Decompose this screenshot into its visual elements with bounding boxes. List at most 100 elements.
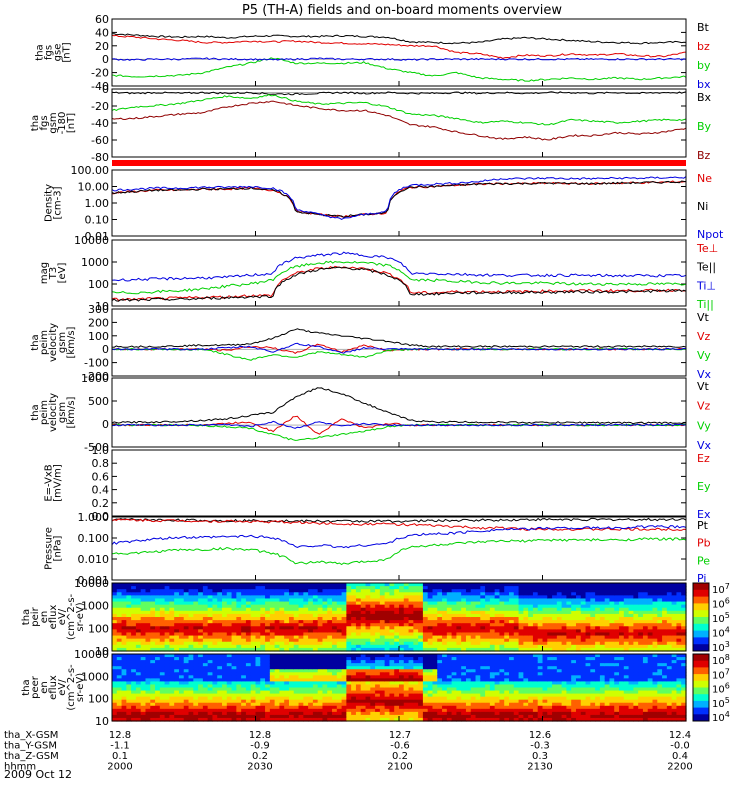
spectrogram-cell — [336, 675, 343, 679]
spectrogram-cell — [145, 632, 151, 637]
spectrogram-cell — [638, 589, 644, 593]
series-line-Te|| — [111, 266, 687, 302]
spectrogram-cell — [269, 681, 276, 686]
spectrogram-cell — [159, 669, 166, 673]
series-line-Vt — [111, 328, 687, 348]
spectrogram-cell — [308, 702, 314, 707]
y-axis-label: mag — [39, 262, 50, 284]
spectrogram-cell — [638, 583, 644, 587]
spectrogram-cell — [178, 617, 185, 621]
legend-entry: Ne — [697, 172, 712, 185]
spectrogram-cell — [322, 586, 328, 590]
spectrogram-cell — [552, 607, 558, 612]
spectrogram-cell — [198, 675, 204, 679]
spectrogram-cell — [241, 638, 247, 643]
spectrogram-cell — [360, 711, 367, 716]
spectrogram-cell — [599, 610, 606, 615]
spectrogram-cell — [365, 617, 371, 621]
spectrogram-cell — [537, 666, 544, 670]
spectrogram-cell — [528, 604, 534, 609]
spectrogram-cell — [231, 678, 237, 683]
spectrogram-cell — [241, 641, 247, 646]
spectrogram-cell — [217, 641, 223, 646]
spectrogram-cell — [265, 693, 271, 698]
spectrogram-cell — [265, 675, 271, 679]
spectrogram-cell — [346, 638, 352, 643]
spectrogram-cell — [451, 663, 457, 667]
spectrogram-cell — [317, 657, 324, 661]
spectrogram-cell — [183, 626, 190, 630]
spectrogram-cell — [595, 610, 601, 615]
spectrogram-cell — [432, 705, 438, 710]
spectrogram-cell — [207, 641, 214, 646]
spectrogram-cell — [298, 705, 304, 710]
spectrogram-cell — [312, 699, 319, 704]
spectrogram-cell — [255, 708, 261, 713]
spectrogram-cell — [542, 666, 548, 670]
spectrogram-cell — [403, 635, 410, 640]
spectrogram-cell — [465, 666, 472, 670]
spectrogram-cell — [140, 663, 147, 667]
spectrogram-cell — [513, 595, 520, 600]
spectrogram-cell — [293, 702, 300, 707]
spectrogram-cell — [676, 598, 682, 603]
spectrogram-cell — [666, 626, 673, 630]
spectrogram-cell — [671, 598, 678, 603]
spectrogram-cell — [140, 613, 147, 618]
panel-pressure: 1.0000.1000.0100.001Pressure[nPa]PtPbPeP… — [44, 511, 711, 587]
spectrogram-cell — [236, 714, 242, 719]
spectrogram-cell — [298, 583, 304, 587]
spectrogram-cell — [437, 657, 443, 661]
spectrogram-cell — [399, 660, 405, 664]
spectrogram-cell — [145, 647, 151, 652]
spectrogram-cell — [518, 635, 524, 640]
spectrogram-cell — [250, 617, 257, 621]
spectrogram-cell — [489, 620, 496, 624]
spectrogram-cell — [312, 684, 319, 689]
spectrogram-cell — [370, 592, 376, 596]
spectrogram-cell — [384, 613, 391, 618]
spectrogram-cell — [178, 604, 185, 609]
spectrogram-cell — [322, 693, 328, 698]
spectrogram-cell — [446, 601, 453, 606]
spectrogram-cell — [150, 714, 156, 719]
spectrogram-cell — [183, 613, 190, 618]
spectrogram-cell — [537, 638, 544, 643]
spectrogram-cell — [207, 693, 214, 698]
spectrogram-cell — [451, 693, 457, 698]
spectrogram-cell — [633, 613, 639, 618]
spectrogram-cell — [465, 705, 472, 710]
legend-entry: Pt — [697, 519, 709, 532]
spectrogram-cell — [571, 604, 577, 609]
spectrogram-cell — [131, 672, 137, 676]
spectrogram-cell — [284, 657, 290, 661]
spectrogram-cell — [341, 638, 347, 643]
spectrogram-cell — [131, 678, 137, 683]
spectrogram-cell — [442, 672, 448, 676]
spectrogram-cell — [413, 696, 419, 701]
spectrogram-cell — [217, 702, 223, 707]
spectrogram-cell — [628, 617, 634, 621]
spectrogram-cell — [260, 626, 266, 630]
spectrogram-cell — [355, 626, 362, 630]
spectrogram-cell — [351, 610, 357, 615]
spectrogram-cell — [341, 705, 347, 710]
spectrogram-cell — [619, 592, 625, 596]
spectrogram-cell — [494, 632, 501, 637]
spectrogram-cell — [169, 644, 175, 649]
spectrogram-cell — [580, 617, 587, 621]
spectrogram-cell — [408, 632, 414, 637]
spectrogram-cell — [341, 601, 347, 606]
spectrogram-cell — [135, 675, 142, 679]
spectrogram-cell — [322, 684, 328, 689]
spectrogram-cell — [332, 711, 338, 716]
spectrogram-cell — [413, 638, 419, 643]
spectrogram-cell — [379, 641, 386, 646]
spectrogram-cell — [178, 669, 185, 673]
spectrogram-cell — [585, 595, 591, 600]
spectrogram-cell — [575, 641, 582, 646]
spectrogram-cell — [164, 583, 170, 587]
y-axis-label: [km/s] — [66, 396, 77, 428]
spectrogram-cell — [217, 678, 223, 683]
spectrogram-cell — [155, 647, 161, 652]
